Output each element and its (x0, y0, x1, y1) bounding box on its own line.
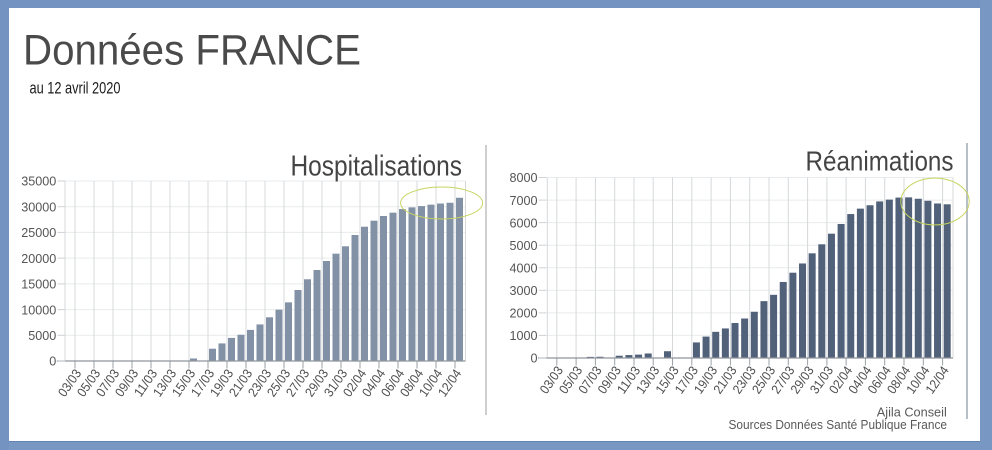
svg-text:0: 0 (530, 352, 537, 366)
svg-text:Sources Données Santé Publique: Sources Données Santé Publique France (729, 417, 948, 432)
svg-text:Données FRANCE: Données FRANCE (23, 27, 361, 75)
svg-text:Hospitalisations: Hospitalisations (291, 150, 463, 182)
svg-text:1000: 1000 (509, 329, 537, 343)
svg-text:0: 0 (49, 355, 56, 369)
svg-text:8000: 8000 (509, 171, 537, 185)
svg-text:6000: 6000 (509, 216, 537, 230)
svg-text:15000: 15000 (21, 278, 56, 292)
svg-text:7000: 7000 (509, 194, 537, 208)
svg-text:5000: 5000 (509, 239, 537, 253)
svg-text:2000: 2000 (509, 307, 537, 321)
svg-text:30000: 30000 (21, 200, 56, 214)
svg-text:5000: 5000 (28, 329, 56, 343)
svg-text:Réanimations: Réanimations (806, 146, 954, 177)
svg-text:Ajila Conseil: Ajila Conseil (877, 405, 947, 420)
svg-text:10000: 10000 (21, 303, 56, 317)
svg-text:20000: 20000 (21, 252, 56, 266)
svg-text:4000: 4000 (509, 261, 537, 275)
svg-text:35000: 35000 (21, 175, 56, 189)
svg-text:25000: 25000 (21, 226, 56, 240)
svg-text:3000: 3000 (509, 284, 537, 298)
svg-text:au 12 avril 2020: au 12 avril 2020 (30, 80, 121, 98)
